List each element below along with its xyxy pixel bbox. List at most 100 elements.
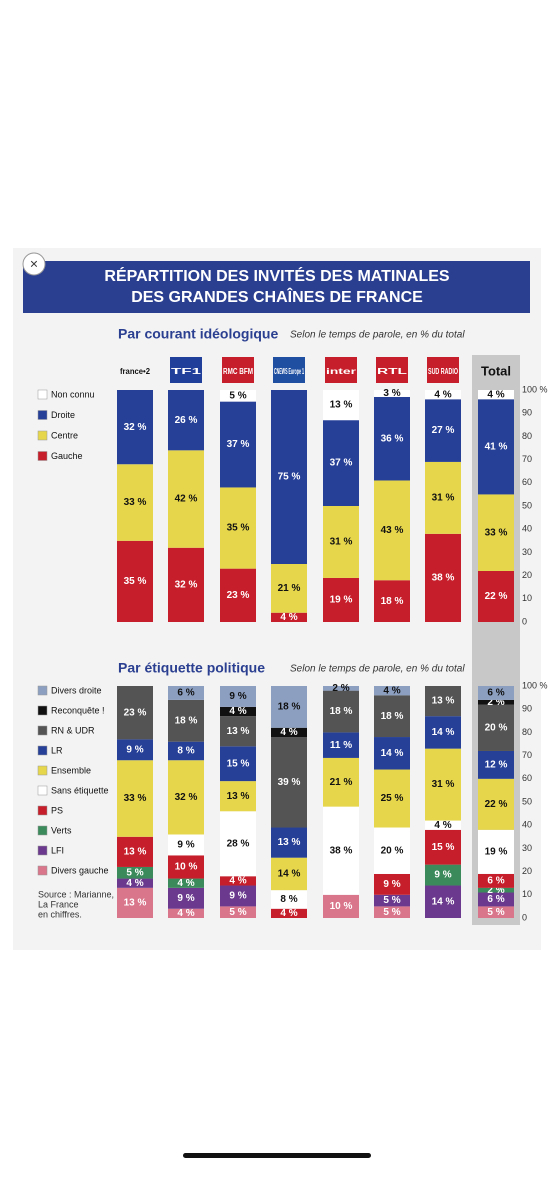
value-label: 4 % [280, 908, 297, 919]
legend-swatch [37, 845, 48, 856]
channel-name: CNEWS Europe 1 [274, 367, 304, 376]
legend-swatch [37, 745, 48, 756]
bar-segment [478, 570, 514, 622]
value-label: 25 % [381, 793, 404, 804]
bar-segment [374, 873, 410, 895]
value-label: 18 % [381, 596, 404, 607]
value-label: 41 % [485, 441, 508, 452]
value-label: 37 % [227, 439, 250, 450]
bar-segment [220, 706, 256, 717]
bar-segment [374, 695, 410, 738]
value-label: 32 % [175, 580, 198, 591]
bar-segment [168, 450, 204, 548]
value-label: 38 % [330, 845, 353, 856]
bar-segment [323, 390, 359, 421]
value-label: 9 % [229, 891, 246, 902]
value-label: 2 % [487, 885, 504, 896]
legend-label: Reconquête ! [51, 705, 105, 715]
value-label: 31 % [330, 537, 353, 548]
bar-segment [323, 420, 359, 506]
value-label: 15 % [432, 842, 455, 853]
value-label: 32 % [124, 422, 147, 433]
value-label: 43 % [381, 525, 404, 536]
bar-segment [220, 811, 256, 877]
bar-segment [323, 757, 359, 807]
value-label: 33 % [485, 527, 508, 538]
bar-segment [478, 494, 514, 571]
bar-segment [323, 506, 359, 578]
bar-segment [425, 864, 461, 886]
bar-segment [168, 878, 204, 888]
value-label: 11 % [330, 740, 352, 751]
value-label: 37 % [330, 458, 353, 469]
bar-segment [374, 686, 410, 696]
legend-swatch [37, 389, 48, 400]
legend-label: PS [51, 805, 63, 815]
value-label: 9 % [177, 893, 194, 904]
bar-segment [117, 836, 153, 867]
value-label: 4 % [177, 878, 194, 889]
bar-segment [117, 866, 153, 879]
value-label: 4 % [487, 389, 504, 400]
value-label: 12 % [485, 760, 508, 771]
bar-segment [478, 704, 514, 751]
bar-segment [425, 820, 461, 830]
value-label: 15 % [227, 758, 250, 769]
value-label: 20 % [485, 722, 508, 733]
bar-segment [323, 577, 359, 622]
y-tick-label: 30 [522, 547, 532, 557]
value-label: 26 % [175, 415, 198, 426]
section-subtitle: Selon le temps de parole, en % du total [290, 664, 465, 675]
bar-segment [478, 750, 514, 779]
channel-logo [325, 357, 357, 383]
legend-swatch [37, 685, 48, 696]
bar-segment [220, 906, 256, 918]
bar-segment [323, 686, 359, 691]
legend-swatch [37, 410, 48, 420]
bar-segment [425, 686, 461, 717]
channel-logo [427, 357, 459, 383]
bar-segment [478, 686, 514, 700]
value-label: 6 % [487, 894, 504, 905]
bar-segment [323, 894, 359, 918]
legend-swatch [37, 705, 48, 716]
bar-segment [425, 399, 461, 462]
channel-logo [376, 357, 408, 383]
bar-segment [271, 564, 307, 613]
value-label: 4 % [280, 727, 297, 738]
value-label: 13 % [124, 898, 147, 909]
bar-segment [117, 686, 153, 740]
value-label: 23 % [124, 707, 147, 718]
value-label: 21 % [278, 583, 301, 594]
value-label: 5 % [126, 867, 143, 878]
bar-segment [425, 885, 461, 918]
value-label: 14 % [278, 869, 301, 880]
y-tick-label: 60 [522, 773, 532, 783]
value-label: 33 % [124, 497, 147, 508]
bar-segment [117, 390, 153, 465]
bar-segment [374, 580, 410, 622]
value-label: 42 % [175, 494, 198, 505]
value-label: 6 % [487, 688, 504, 699]
bar-segment [374, 390, 410, 397]
y-tick-label: 0 [522, 616, 527, 626]
bar-segment [271, 857, 307, 891]
bar-segment [220, 487, 256, 569]
y-tick-label: 40 [522, 820, 532, 830]
value-label: 19 % [485, 847, 508, 858]
close-icon[interactable]: × [30, 256, 38, 272]
bar-segment [478, 699, 514, 705]
value-label: 9 % [126, 744, 143, 755]
bar-segment [271, 890, 307, 909]
value-label: 22 % [485, 799, 508, 810]
value-label: 2 % [487, 697, 504, 708]
bar-segment [425, 716, 461, 749]
bar-segment [425, 533, 461, 622]
legend-swatch [37, 825, 48, 836]
close-button[interactable] [22, 252, 46, 276]
bar-segment [271, 727, 307, 738]
bar-segment [425, 390, 461, 400]
value-label: 5 % [383, 895, 400, 906]
value-label: 6 % [177, 688, 194, 699]
